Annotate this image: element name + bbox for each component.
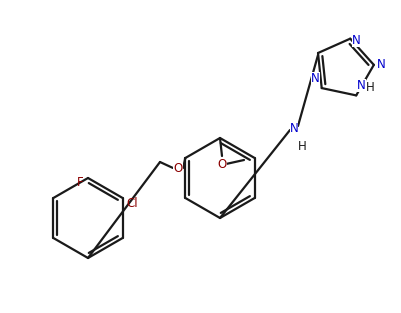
Text: N: N <box>376 58 385 71</box>
Text: N: N <box>356 80 365 92</box>
Text: N: N <box>310 72 319 85</box>
Text: F: F <box>77 176 84 188</box>
Text: Cl: Cl <box>126 198 138 211</box>
Text: N: N <box>351 34 360 47</box>
Text: N: N <box>289 121 298 135</box>
Text: H: H <box>297 140 306 152</box>
Text: O: O <box>217 158 226 171</box>
Text: H: H <box>365 81 374 94</box>
Text: O: O <box>173 162 182 175</box>
